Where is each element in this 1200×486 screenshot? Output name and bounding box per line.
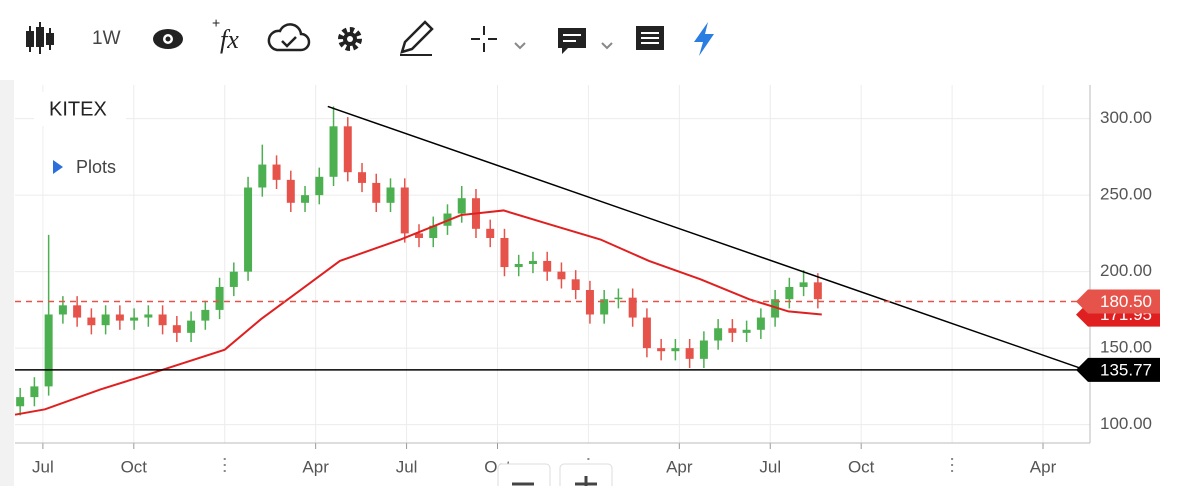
- candle-body: [571, 279, 580, 291]
- cloud-icon[interactable]: [267, 23, 311, 52]
- candle-body: [500, 237, 509, 268]
- candle-body: [73, 305, 82, 318]
- candle-body: [514, 264, 523, 268]
- y-tick-label: 100.00: [1100, 414, 1152, 433]
- candle-body: [87, 317, 96, 326]
- candle-body: [557, 271, 566, 280]
- candle-body: [685, 348, 694, 359]
- eye-icon[interactable]: [153, 29, 183, 49]
- candle-body: [115, 314, 124, 321]
- candle-body: [30, 386, 39, 398]
- bolt-icon[interactable]: [694, 22, 714, 56]
- trendline: [327, 105, 1086, 371]
- plots-arrow[interactable]: [53, 160, 63, 174]
- list-icon[interactable]: [636, 26, 664, 50]
- candle-body: [756, 317, 765, 330]
- candle-body: [429, 225, 438, 238]
- svg-text:fx: fx: [220, 25, 239, 54]
- candle-body: [528, 260, 537, 264]
- candle-body: [614, 297, 623, 300]
- svg-text:+: +: [212, 15, 220, 31]
- x-tick-label: Oct: [121, 457, 148, 476]
- candle-body: [201, 309, 210, 321]
- crosshair-icon[interactable]: [471, 26, 526, 52]
- price-label: 180.50: [1100, 292, 1152, 311]
- candle-body: [158, 314, 167, 326]
- candle-body: [187, 320, 196, 333]
- candle-body: [671, 348, 680, 352]
- price-label: 135.77: [1100, 360, 1152, 379]
- candle-body: [44, 314, 53, 387]
- settings-icon[interactable]: [338, 27, 362, 51]
- symbol: KITEX: [49, 98, 107, 120]
- x-tick-label: Apr: [1030, 457, 1057, 476]
- y-tick-label: 300.00: [1100, 108, 1152, 127]
- candle-body: [272, 164, 281, 180]
- candle-body: [486, 228, 495, 238]
- candle-body: [799, 282, 808, 287]
- candle-body: [101, 314, 110, 326]
- candle-body: [16, 397, 25, 407]
- candle-body: [600, 299, 609, 315]
- price-label-box: [1076, 357, 1160, 382]
- plots-label[interactable]: Plots: [76, 157, 116, 177]
- candle-body: [372, 182, 381, 203]
- candle-body: [172, 325, 181, 333]
- candle-body: [329, 126, 338, 177]
- candle-body: [699, 340, 708, 359]
- plot: 100.00 150.00 200.00 250.00 300.00 Jul Oct Apr J…: [14, 85, 1160, 476]
- candle-body: [742, 329, 751, 333]
- candle-body: [58, 305, 67, 315]
- pencil-icon[interactable]: [400, 20, 434, 56]
- candle-body: [585, 290, 594, 315]
- x-tick-label: Jul: [759, 457, 781, 476]
- x-tick-label: Jul: [32, 457, 54, 476]
- candle-body: [244, 187, 253, 272]
- y-tick-label: 200.00: [1100, 261, 1152, 280]
- candle-body: [386, 187, 395, 203]
- candle-body: [130, 317, 139, 321]
- candle-body: [358, 172, 367, 183]
- zoom-out-button[interactable]: [497, 463, 551, 486]
- candle-body: [229, 271, 238, 287]
- moving-average: [14, 209, 822, 416]
- candle-body: [286, 179, 295, 203]
- candle-body: [414, 233, 423, 238]
- price-label-box: [1076, 289, 1160, 314]
- y-tick-label: 250.00: [1100, 185, 1152, 204]
- legend-box: [34, 92, 126, 126]
- candle-body: [457, 198, 466, 214]
- candle-body: [785, 286, 794, 300]
- fx-icon[interactable]: +fx: [212, 15, 239, 54]
- candle-body: [728, 328, 737, 333]
- left-edge: [0, 80, 14, 486]
- candle-body: [543, 260, 552, 272]
- candle-body: [714, 328, 723, 341]
- toolbar: 1W +fx: [26, 15, 714, 56]
- x-tick-label: Oct: [848, 457, 875, 476]
- x-tick-label: Jul: [396, 457, 418, 476]
- candle-body: [628, 297, 637, 318]
- interval[interactable]: 1W: [92, 28, 121, 49]
- zoom-in-button[interactable]: [559, 463, 613, 486]
- candle-body: [315, 176, 324, 196]
- candle-body: [301, 195, 310, 203]
- candle-icon[interactable]: [26, 22, 54, 54]
- candle-body: [771, 299, 780, 318]
- candle-body: [258, 164, 267, 188]
- candle-body: [657, 348, 666, 352]
- comment-icon[interactable]: [558, 28, 613, 54]
- x-tick-label: Apr: [302, 457, 329, 476]
- candle-body: [144, 314, 153, 318]
- candle-body: [813, 282, 822, 300]
- candle-body: [343, 126, 352, 173]
- plus-sign: [575, 476, 597, 486]
- candle-body: [215, 286, 224, 310]
- candle-body: [400, 187, 409, 234]
- x-tick-label: Apr: [666, 457, 693, 476]
- y-tick-label: 150.00: [1100, 338, 1152, 357]
- candle-body: [642, 317, 651, 349]
